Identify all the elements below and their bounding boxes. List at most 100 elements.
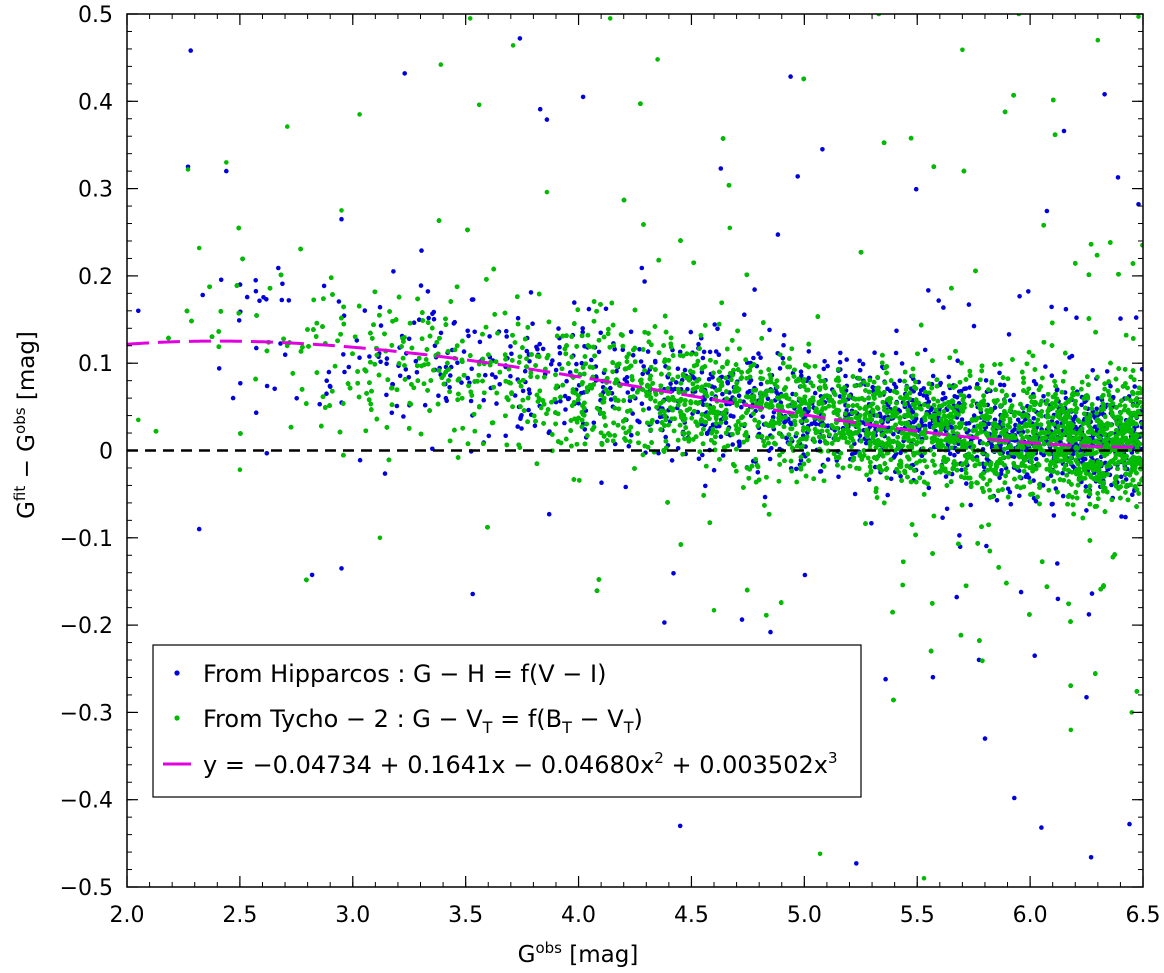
hipparcos-point xyxy=(1049,502,1055,507)
hipparcos-point xyxy=(494,401,499,406)
hipparcos-point xyxy=(654,419,660,425)
hipparcos-point xyxy=(1049,373,1055,379)
hipparcos-point xyxy=(508,373,513,379)
hipparcos-point xyxy=(1034,456,1039,462)
hipparcos-point xyxy=(690,374,695,379)
hipparcos-point xyxy=(657,414,663,420)
hipparcos-point xyxy=(747,388,752,394)
hipparcos-point xyxy=(870,384,875,390)
hipparcos-point xyxy=(799,373,804,379)
hipparcos-point xyxy=(767,456,773,462)
hipparcos-point xyxy=(928,407,934,413)
hipparcos-point xyxy=(857,367,863,373)
hipparcos-point xyxy=(253,345,259,351)
hipparcos-point xyxy=(276,265,281,271)
hipparcos-point xyxy=(682,367,688,373)
hipparcos-point xyxy=(782,420,787,425)
hipparcos-point xyxy=(557,362,562,367)
hipparcos-point xyxy=(720,391,725,397)
hipparcos-point xyxy=(1079,402,1084,408)
hipparcos-point xyxy=(414,370,420,375)
hipparcos-point xyxy=(798,458,804,463)
hipparcos-point xyxy=(802,572,808,578)
tycho-point xyxy=(960,47,965,53)
hipparcos-point xyxy=(188,48,193,53)
hipparcos-point xyxy=(869,521,874,526)
hipparcos-point xyxy=(1069,353,1075,359)
hipparcos-point xyxy=(751,355,756,361)
hipparcos-point xyxy=(626,443,632,449)
hipparcos-point xyxy=(957,533,962,538)
hipparcos-point xyxy=(413,358,419,364)
hipparcos-point xyxy=(893,384,899,390)
hipparcos-point xyxy=(930,674,936,680)
hipparcos-point xyxy=(730,442,735,447)
hipparcos-point xyxy=(920,470,925,476)
hipparcos-point xyxy=(468,398,474,404)
hipparcos-point xyxy=(382,471,388,476)
hipparcos-point xyxy=(504,334,510,339)
hipparcos-point xyxy=(432,343,438,349)
hipparcos-point xyxy=(483,372,488,378)
hipparcos-point xyxy=(893,350,899,356)
hipparcos-point xyxy=(354,338,360,343)
hipparcos-point xyxy=(448,373,453,378)
hipparcos-point xyxy=(941,391,946,396)
hipparcos-point xyxy=(940,515,945,520)
hipparcos-point xyxy=(526,407,531,413)
hipparcos-point xyxy=(599,480,604,486)
hipparcos-point xyxy=(1084,508,1089,513)
hipparcos-point xyxy=(196,526,202,532)
hipparcos-point xyxy=(1132,384,1137,389)
hipparcos-point xyxy=(885,386,890,392)
hipparcos-point xyxy=(1031,478,1036,483)
hipparcos-point xyxy=(486,433,492,439)
hipparcos-point xyxy=(1115,175,1121,180)
hipparcos-point xyxy=(1040,483,1046,488)
hipparcos-point xyxy=(1119,514,1124,519)
hipparcos-point xyxy=(264,383,270,389)
hipparcos-point xyxy=(712,322,717,327)
hipparcos-point xyxy=(580,329,585,335)
hipparcos-point xyxy=(756,351,761,356)
hipparcos-point xyxy=(818,469,824,474)
tycho-point xyxy=(224,160,229,165)
hipparcos-point xyxy=(955,358,960,364)
tycho-point xyxy=(607,16,613,21)
hipparcos-point xyxy=(994,498,1000,503)
hipparcos-point xyxy=(470,591,476,597)
hipparcos-point xyxy=(629,432,634,438)
hipparcos-point xyxy=(257,298,262,304)
hipparcos-point xyxy=(866,477,872,483)
hipparcos-point xyxy=(637,347,642,352)
hipparcos-point xyxy=(493,375,498,380)
hipparcos-point xyxy=(857,433,863,439)
hipparcos-point xyxy=(418,283,424,288)
hipparcos-point xyxy=(794,466,799,472)
hipparcos-point xyxy=(614,368,619,374)
hipparcos-point xyxy=(508,344,513,349)
hipparcos-point xyxy=(685,386,690,392)
tycho-point xyxy=(237,467,243,473)
hipparcos-point xyxy=(1118,474,1124,480)
hipparcos-point xyxy=(465,375,471,381)
hipparcos-point xyxy=(946,374,952,380)
hipparcos-point xyxy=(700,355,706,361)
hipparcos-point xyxy=(736,393,742,399)
hipparcos-point xyxy=(436,393,441,399)
hipparcos-point xyxy=(940,397,945,402)
hipparcos-point xyxy=(389,410,395,416)
hipparcos-point xyxy=(1127,821,1132,827)
hipparcos-point xyxy=(628,329,634,335)
hipparcos-point xyxy=(989,443,995,449)
hipparcos-point xyxy=(455,360,460,366)
hipparcos-point xyxy=(641,364,646,369)
hipparcos-point xyxy=(431,309,437,315)
hipparcos-point xyxy=(1133,315,1139,320)
hipparcos-point xyxy=(677,823,683,829)
hipparcos-point xyxy=(566,396,572,401)
hipparcos-point xyxy=(952,394,957,399)
hipparcos-point xyxy=(1043,364,1048,369)
hipparcos-point xyxy=(253,278,258,283)
hipparcos-point xyxy=(384,392,389,398)
